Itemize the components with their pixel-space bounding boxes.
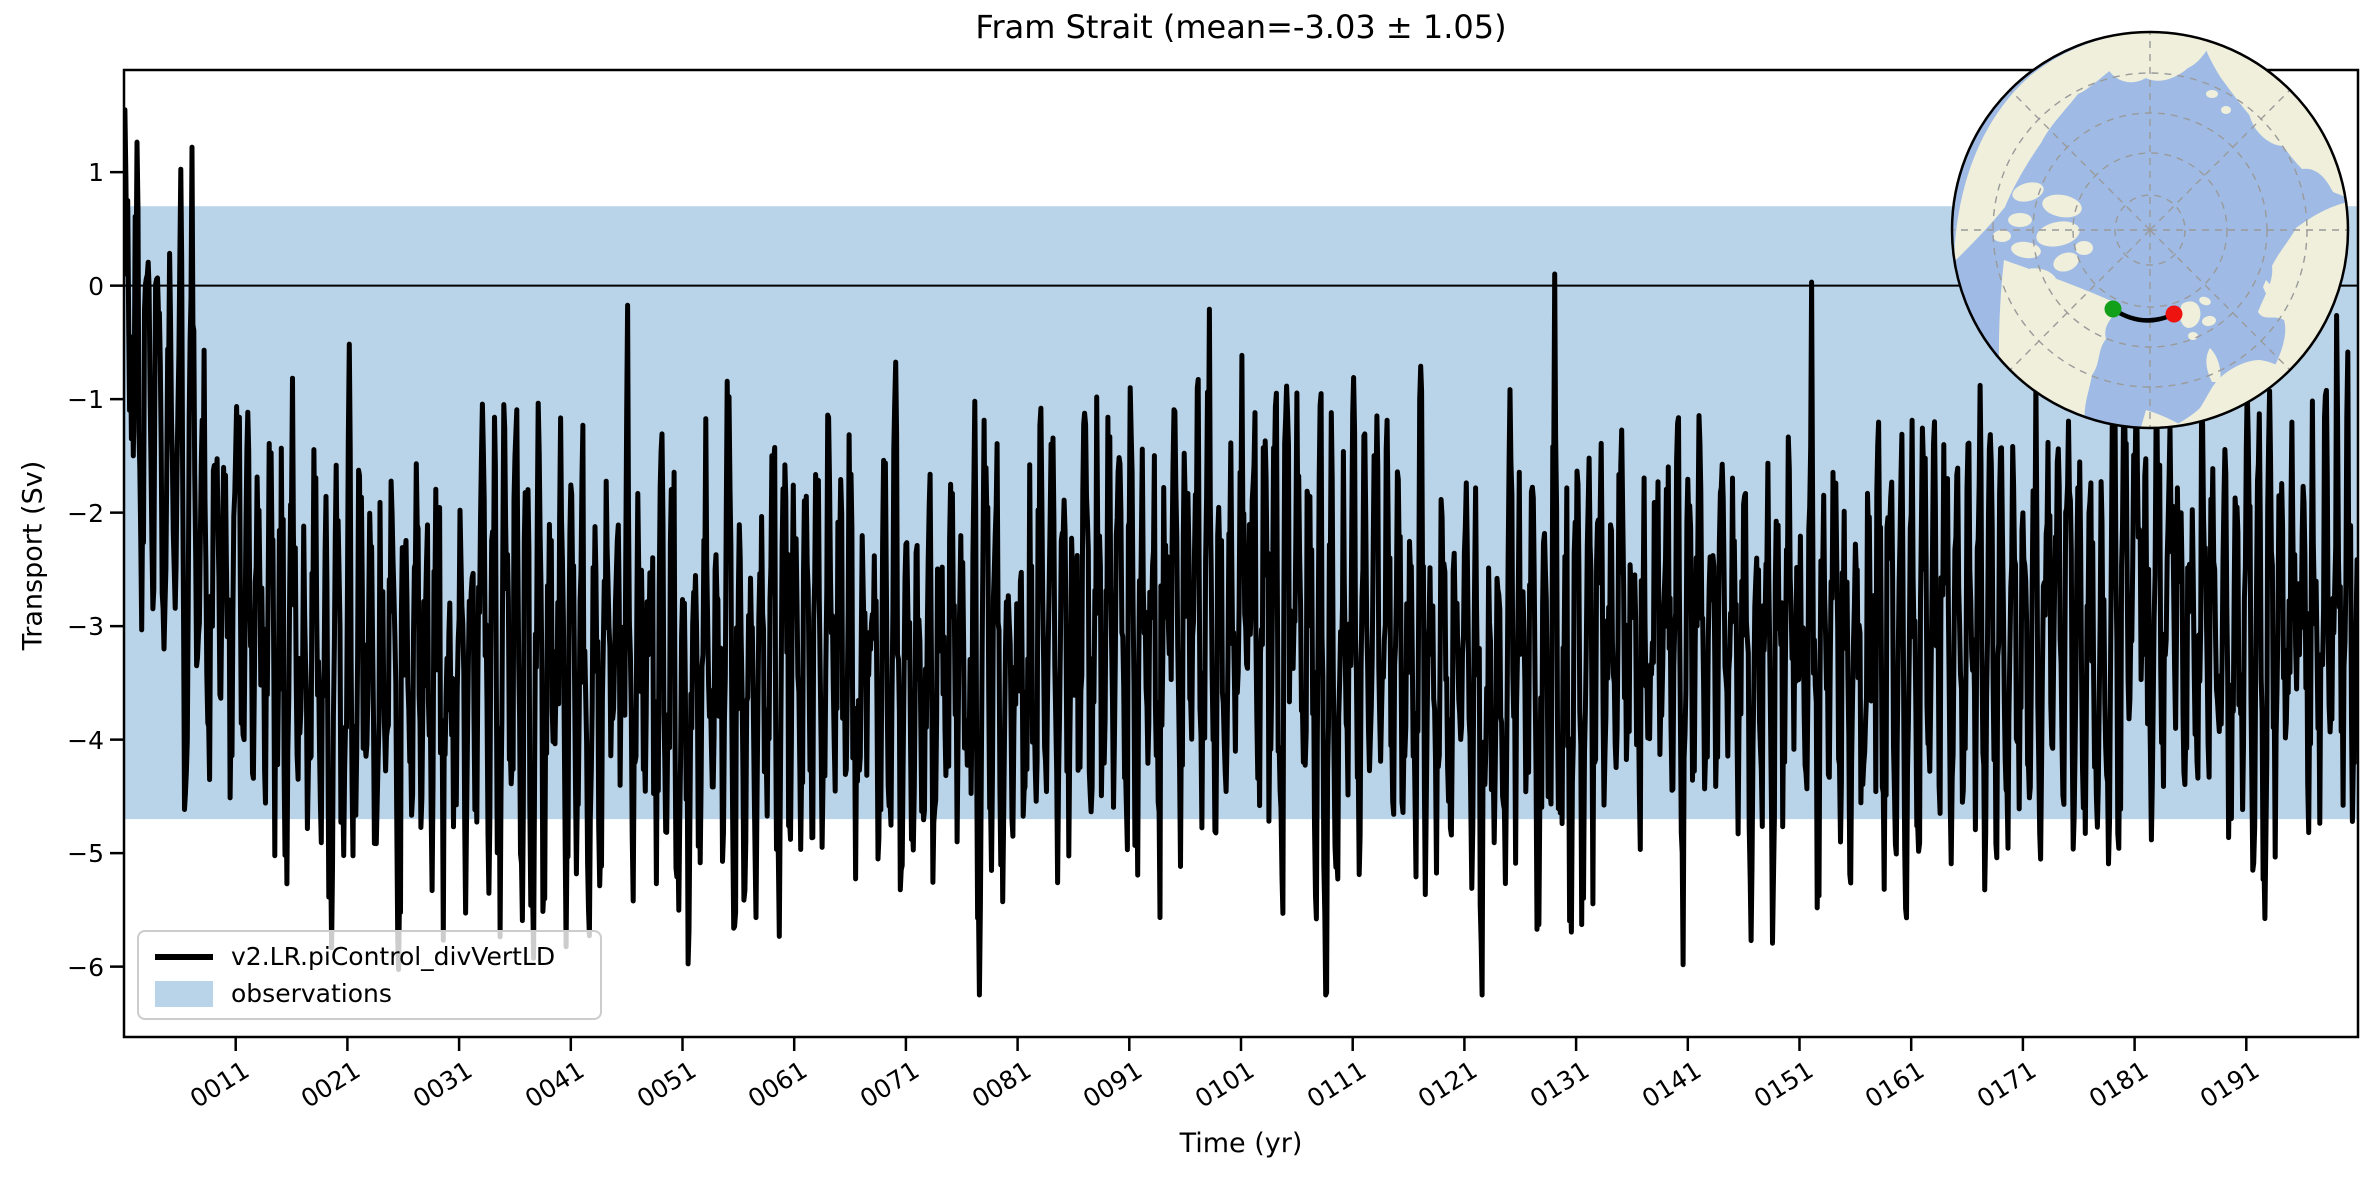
inset-arctic-map [1950,30,2350,430]
land-russia-east [2258,202,2348,380]
land-svalbard-island [2199,296,2211,306]
land-novaya-zemlya [2263,280,2284,320]
y-tick-label: −1 [67,385,104,415]
land-arctic-island [2012,182,2044,202]
graticule-meridian [2149,229,2291,371]
land-arctic-island [2036,221,2080,247]
graticule-circle [2072,152,2228,308]
graticule-meridian [2149,89,2291,231]
land-siberia-peninsula [2247,92,2294,147]
section-end-marker [2165,305,2183,323]
legend-label-observations: observations [231,978,392,1008]
land-svalbard-island [2202,315,2216,327]
legend-patch-swatch [155,980,213,1007]
land-arctic-island [2008,213,2032,227]
x-axis-label: Time (yr) [1179,1128,1303,1159]
map-frame-circle [1950,30,2350,430]
graticule-meridian [2009,229,2151,371]
land-arctic-island [2075,241,2093,255]
y-tick-label: −6 [67,952,104,982]
y-tick-label: −3 [67,612,104,642]
land-severnaya-island [2206,90,2218,98]
y-tick-label: −5 [67,839,104,869]
legend-entry-model: v2.LR.piControl_divVertLD [139,941,600,971]
land-arctic-island [2023,268,2057,288]
land-norway-arm [2206,348,2221,382]
legend-line-swatch [155,953,213,960]
section-start-marker [2104,300,2122,318]
land-chukotka [2100,35,2212,83]
graticule-meridian [2009,89,2151,231]
y-axis-label: Transport (Sv) [17,460,49,651]
map-graticule [1952,32,2348,428]
land-arctic-island [2042,194,2082,218]
land-arctic-island [1993,230,2011,242]
land-arctic-island [2053,252,2079,272]
land-severnaya-island [2221,106,2231,114]
legend-entry-observations: observations [139,978,600,1008]
y-tick-label: −4 [67,725,104,755]
chart-title: Fram Strait (mean=-3.03 ± 1.05) [975,8,1507,46]
y-tick-label: 1 [88,158,104,188]
land-svalbard [2179,301,2201,328]
y-tick-label: −2 [67,498,104,528]
land-norway-coast [2132,410,2202,428]
legend: v2.LR.piControl_divVertLD observations [137,930,602,1020]
timeseries-line [124,107,2358,998]
land-north-america [1954,32,2190,262]
plot-frame [122,68,2360,1039]
land-svalbard-island [2188,332,2198,340]
graticule-circle [2114,194,2186,266]
legend-label-model: v2.LR.piControl_divVertLD [231,941,556,971]
tick-marks [110,170,2248,1051]
y-tick-label: 0 [88,271,104,301]
